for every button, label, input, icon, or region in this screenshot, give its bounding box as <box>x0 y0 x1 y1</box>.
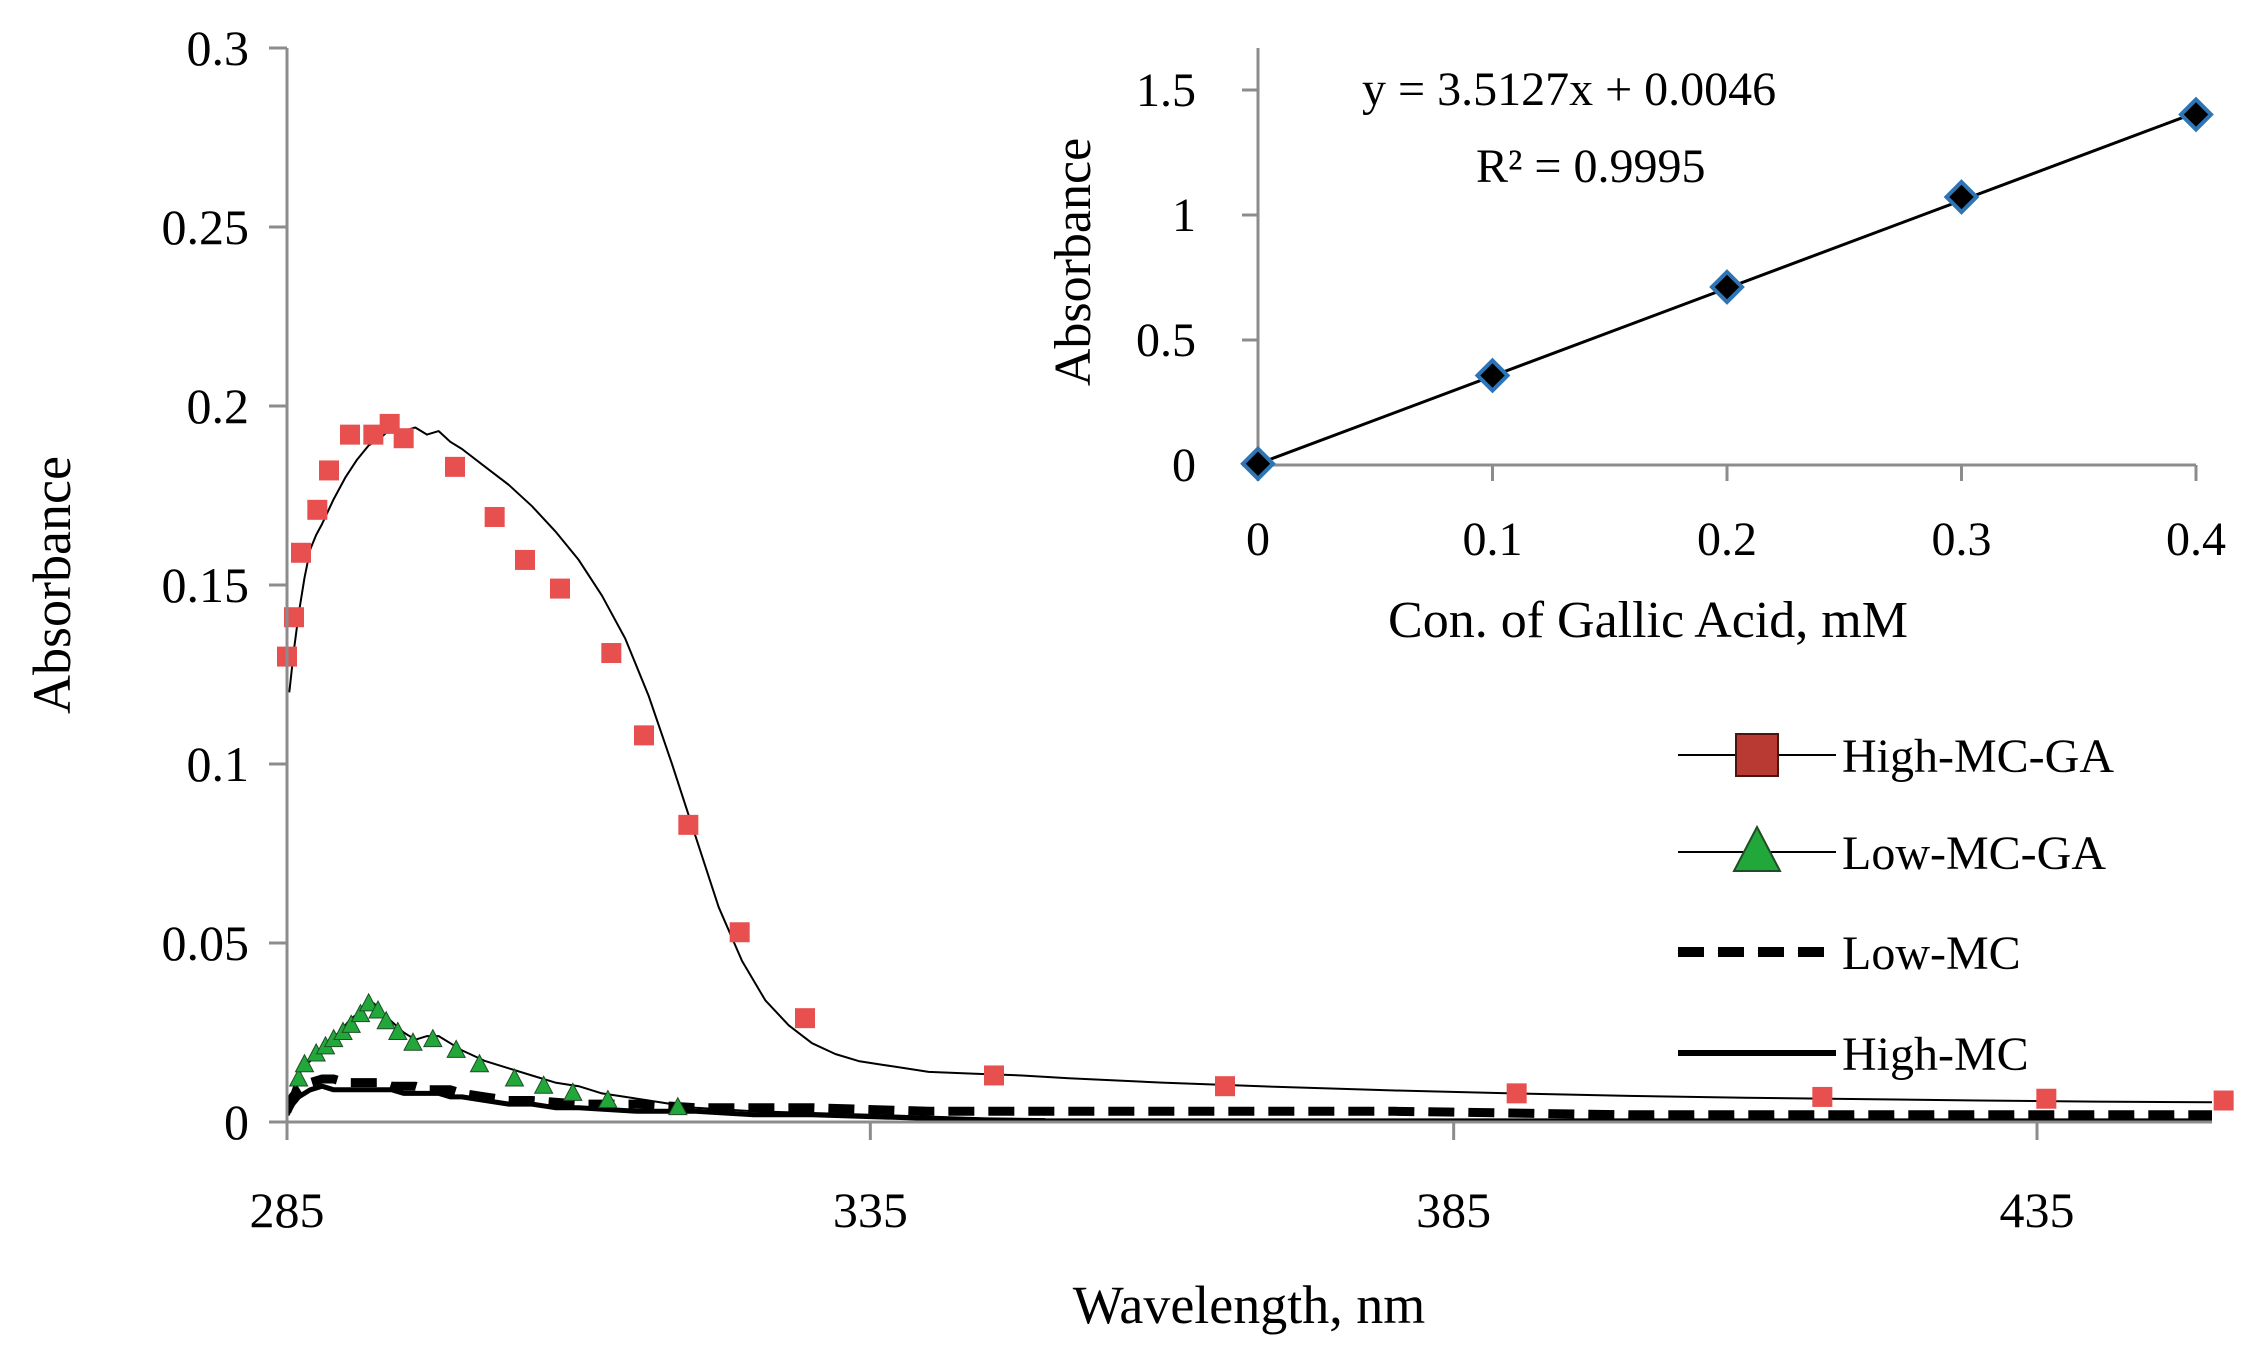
marker-low-mc-ga <box>288 1067 309 1087</box>
calibration-point <box>1474 357 1511 394</box>
inset-series-layer <box>1240 96 2214 482</box>
marker-high-mc-ga <box>284 607 304 628</box>
marker-low-mc-ga <box>368 999 388 1019</box>
inset-x-tick-label: 0.1 <box>1463 513 1523 566</box>
marker-high-mc-ga <box>1506 1083 1527 1104</box>
series-line-low-mc-ga <box>287 999 1046 1121</box>
calibration-point <box>1240 445 1276 482</box>
marker-low-mc-ga <box>350 1003 371 1023</box>
legend: High-MC-GA Low-MC-GA Low-MC High-MC <box>1678 730 2114 1081</box>
marker-low-mc-ga <box>598 1089 618 1109</box>
calibration-point <box>1709 269 1745 305</box>
trendline-r-squared: R² = 0.9995 <box>1476 140 1705 193</box>
main-x-tick-label: 285 <box>250 1182 325 1238</box>
main-y-tick-label: 0.3 <box>187 20 250 76</box>
inset-y-tick-label: 1.5 <box>1136 64 1196 117</box>
legend-swatch-marker <box>1732 824 1782 872</box>
trendline-equation: y = 3.5127x + 0.0046 <box>1362 63 1776 116</box>
marker-high-mc-ga <box>1215 1076 1235 1097</box>
marker-high-mc-ga <box>340 424 360 445</box>
inset-x-ticks: 0 0.1 0.2 0.3 0.4 <box>1246 465 2226 566</box>
marker-high-mc-ga <box>601 643 622 664</box>
marker-high-mc-ga <box>291 542 311 563</box>
marker-low-mc-ga <box>446 1039 466 1058</box>
inset-x-axis-title: Con. of Gallic Acid, mM <box>1388 592 1908 649</box>
main-x-axis-title: Wavelength, nm <box>1073 1275 1426 1335</box>
inset-y-tick-label: 0.5 <box>1136 314 1196 367</box>
inset-y-ticks: 0 0.5 1 1.5 <box>1136 64 1258 492</box>
legend-item-low-mc: Low-MC <box>1678 927 2021 980</box>
main-x-tick-label: 435 <box>2000 1182 2075 1238</box>
main-chart: 0 0.05 0.1 0.15 0.2 0.25 0.3 285 335 385 435 Wave… <box>22 20 2234 1335</box>
marker-high-mc-ga <box>729 922 750 943</box>
main-y-axis-title: Absorbance <box>22 456 82 714</box>
marker-low-mc-ga <box>423 1028 443 1048</box>
marker-high-mc-ga <box>393 428 414 449</box>
marker-high-mc-ga <box>795 1008 815 1029</box>
marker-low-mc-ga <box>294 1053 315 1073</box>
inset-x-tick-label: 0 <box>1246 513 1270 566</box>
marker-high-mc-ga <box>984 1065 1004 1086</box>
marker-high-mc-ga <box>2036 1088 2057 1109</box>
marker-low-mc-ga <box>376 1010 396 1030</box>
marker-low-mc-ga <box>403 1032 423 1051</box>
inset-y-tick-label: 1 <box>1172 189 1196 242</box>
marker-high-mc-ga <box>678 814 699 835</box>
marker-low-mc-ga <box>504 1067 525 1087</box>
marker-low-mc-ga <box>563 1082 583 1101</box>
marker-high-mc-ga <box>515 549 535 570</box>
main-y-tick-label: 0.1 <box>187 736 250 792</box>
calibration-point <box>2178 96 2214 133</box>
main-y-tick-label: 0.2 <box>187 378 250 434</box>
marker-high-mc-ga <box>307 499 328 520</box>
legend-swatch-marker <box>1735 733 1779 777</box>
legend-item-high-mc-ga: High-MC-GA <box>1678 730 2114 783</box>
main-y-tick-label: 0 <box>224 1094 249 1150</box>
main-y-tick-label: 0.05 <box>162 915 250 971</box>
legend-label: High-MC <box>1842 1028 2029 1081</box>
inset-x-tick-label: 0.4 <box>2166 513 2226 566</box>
inset-y-axis-title: Absorbance <box>1045 138 1102 386</box>
main-x-ticks: 285 335 385 435 <box>250 1122 2075 1238</box>
marker-high-mc-ga <box>1812 1086 1833 1107</box>
marker-low-mc-ga <box>358 992 379 1012</box>
main-y-tick-label: 0.25 <box>162 199 250 255</box>
marker-high-mc-ga <box>363 424 384 445</box>
inset-x-tick-label: 0.2 <box>1697 513 1757 566</box>
legend-label: Low-MC-GA <box>1842 827 2106 880</box>
main-x-tick-label: 335 <box>833 1182 908 1238</box>
marker-high-mc-ga <box>2213 1090 2234 1111</box>
series-line-low-mc <box>287 1074 2212 1120</box>
marker-low-mc-ga <box>388 1021 408 1040</box>
marker-high-mc-ga <box>634 725 654 746</box>
marker-high-mc-ga <box>319 460 339 481</box>
calibration-point <box>1943 179 1980 215</box>
main-series-layer <box>277 413 2234 1124</box>
marker-low-mc-ga <box>341 1014 361 1033</box>
marker-low-mc-ga <box>668 1096 688 1116</box>
marker-low-mc-ga <box>533 1075 554 1094</box>
main-y-tick-label: 0.15 <box>162 557 250 613</box>
marker-high-mc-ga <box>445 456 465 477</box>
marker-high-mc-ga <box>484 506 505 527</box>
main-y-ticks: 0 0.05 0.1 0.15 0.2 0.25 0.3 <box>162 20 287 1150</box>
inset-chart: 0 0.5 1 1.5 0 0.1 0.2 0.3 0.4 Con. of Gallic Ac… <box>1045 48 2226 649</box>
main-x-tick-label: 385 <box>1416 1182 1491 1238</box>
legend-item-low-mc-ga: Low-MC-GA <box>1678 824 2106 880</box>
inset-y-tick-label: 0 <box>1172 439 1196 492</box>
legend-label: High-MC-GA <box>1842 730 2114 783</box>
marker-low-mc-ga <box>469 1053 490 1073</box>
legend-label: Low-MC <box>1842 927 2021 980</box>
legend-item-high-mc: High-MC <box>1678 1028 2029 1081</box>
marker-high-mc-ga <box>550 578 570 599</box>
inset-x-tick-label: 0.3 <box>1932 513 1992 566</box>
